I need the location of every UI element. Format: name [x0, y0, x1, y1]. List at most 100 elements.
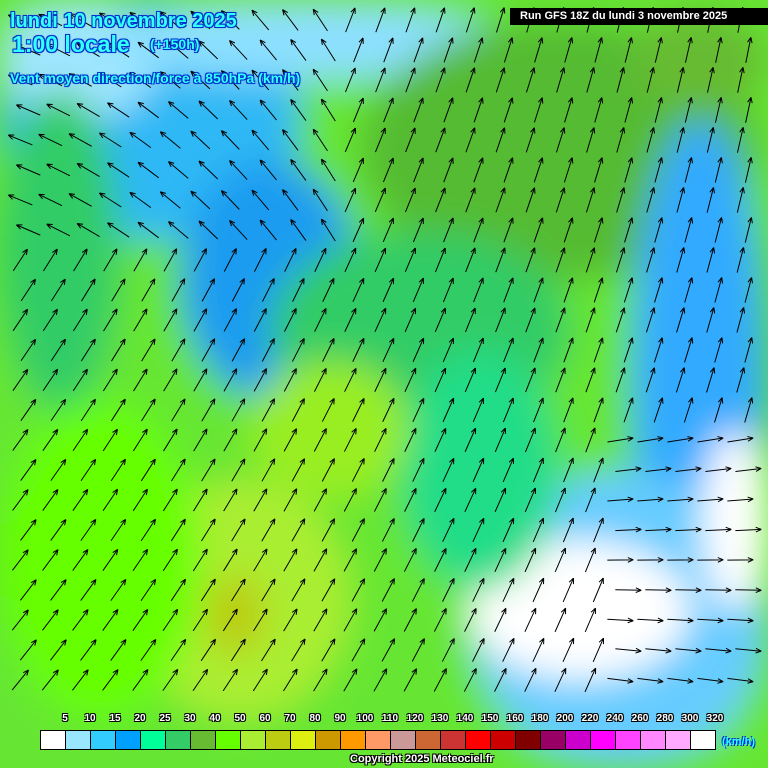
wind-arrow [50, 278, 66, 302]
legend-label: 260 [631, 713, 649, 724]
wind-arrow [706, 127, 715, 153]
wind-arrow [46, 103, 71, 117]
wind-arrow [132, 669, 149, 691]
wind-arrow [259, 219, 277, 241]
wind-arrow [735, 587, 762, 593]
wind-arrow [171, 338, 186, 362]
wind-arrow [413, 97, 424, 123]
wind-arrow [624, 217, 634, 243]
wind-arrow [555, 367, 566, 393]
wind-arrow [654, 97, 663, 123]
wind-arrow [502, 517, 515, 543]
wind-arrow [222, 608, 238, 632]
wind-arrow [554, 607, 567, 633]
wind-arrow [102, 609, 119, 631]
wind-arrow [705, 526, 732, 533]
wind-arrow [675, 526, 702, 533]
wind-arrow [321, 458, 335, 482]
wind-arrow [12, 308, 29, 332]
wind-arrow [170, 578, 187, 602]
wind-arrow [159, 131, 181, 149]
wind-arrow [442, 337, 454, 363]
wind-arrow [352, 277, 365, 303]
wind-arrow [434, 307, 446, 333]
wind-arrow [141, 278, 156, 302]
wind-arrow [382, 157, 394, 183]
wind-arrow [282, 189, 299, 211]
legend-swatch [641, 731, 666, 749]
wind-arrow [503, 157, 514, 183]
legend-swatch [266, 731, 291, 749]
wind-arrow [525, 247, 536, 273]
run-info: Run GFS 18Z du lundi 3 novembre 2025 [510, 8, 768, 25]
wind-arrow [223, 548, 238, 572]
wind-arrow [321, 398, 335, 422]
wind-arrow [374, 367, 387, 392]
wind-arrow [465, 187, 476, 213]
wind-arrow [313, 488, 328, 512]
legend-swatch [216, 731, 241, 749]
legend-label: 120 [406, 713, 424, 724]
wind-arrow [563, 457, 574, 483]
wind-arrow [404, 187, 416, 213]
wind-arrow [465, 127, 476, 153]
wind-arrow [736, 127, 745, 153]
wind-arrow [464, 367, 476, 393]
wind-arrow [171, 278, 186, 302]
wind-arrow [68, 73, 92, 87]
wind-arrow [403, 668, 418, 692]
wind-arrow [594, 37, 604, 63]
wind-arrow [344, 307, 357, 332]
wind-arrow [16, 44, 41, 56]
wind-arrow [375, 67, 386, 93]
wind-arrow [163, 368, 178, 392]
wind-arrow [623, 277, 634, 303]
forecast-offset: (+150h) [150, 36, 200, 52]
wind-arrow [697, 557, 724, 563]
wind-arrow [744, 337, 754, 363]
forecast-date: lundi 10 novembre 2025 [10, 10, 237, 32]
wind-arrow [524, 427, 536, 453]
wind-arrow [667, 496, 694, 503]
wind-arrow [502, 397, 514, 423]
legend-swatch [66, 731, 91, 749]
wind-arrow [503, 217, 514, 243]
wind-arrow [320, 218, 336, 242]
wind-arrow [72, 368, 88, 392]
wind-arrow [533, 97, 544, 123]
wind-arrow [727, 496, 754, 503]
wind-arrow [322, 337, 335, 362]
wind-arrow [404, 307, 417, 333]
wind-arrow [413, 157, 424, 183]
wind-arrow [343, 668, 358, 692]
wind-arrow [405, 7, 416, 33]
wind-arrow [12, 429, 29, 451]
wind-arrow [443, 157, 454, 183]
wind-arrow [50, 398, 67, 422]
wind-arrow [381, 518, 395, 542]
wind-arrow [624, 37, 633, 63]
legend-label: 110 [381, 713, 399, 724]
legend-swatch [466, 731, 491, 749]
wind-arrow [465, 7, 476, 33]
wind-arrow [20, 278, 36, 302]
wind-arrow [261, 578, 276, 602]
wind-arrow [193, 368, 208, 392]
wind-arrow [251, 129, 270, 151]
wind-arrow [495, 127, 506, 153]
wind-arrow [374, 247, 387, 273]
wind-arrow [646, 187, 656, 213]
wind-arrow [434, 367, 447, 393]
wind-arrow [68, 193, 92, 207]
wind-arrow [676, 127, 685, 153]
wind-arrow [170, 638, 187, 662]
wind-arrow [615, 526, 642, 533]
wind-arrow [76, 42, 100, 57]
wind-arrow [283, 548, 298, 572]
wind-arrow [684, 157, 693, 183]
wind-arrow [375, 7, 386, 33]
wind-arrow [140, 518, 156, 542]
wind-arrow [637, 496, 664, 503]
wind-arrow [382, 457, 395, 482]
wind-arrow [442, 517, 455, 542]
